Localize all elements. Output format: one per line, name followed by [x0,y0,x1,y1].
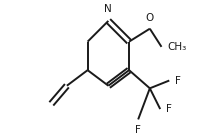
Text: F: F [175,75,181,86]
Text: N: N [104,4,112,14]
Text: CH₃: CH₃ [167,42,186,52]
Text: O: O [146,13,154,23]
Text: F: F [135,125,141,135]
Text: F: F [166,104,172,114]
